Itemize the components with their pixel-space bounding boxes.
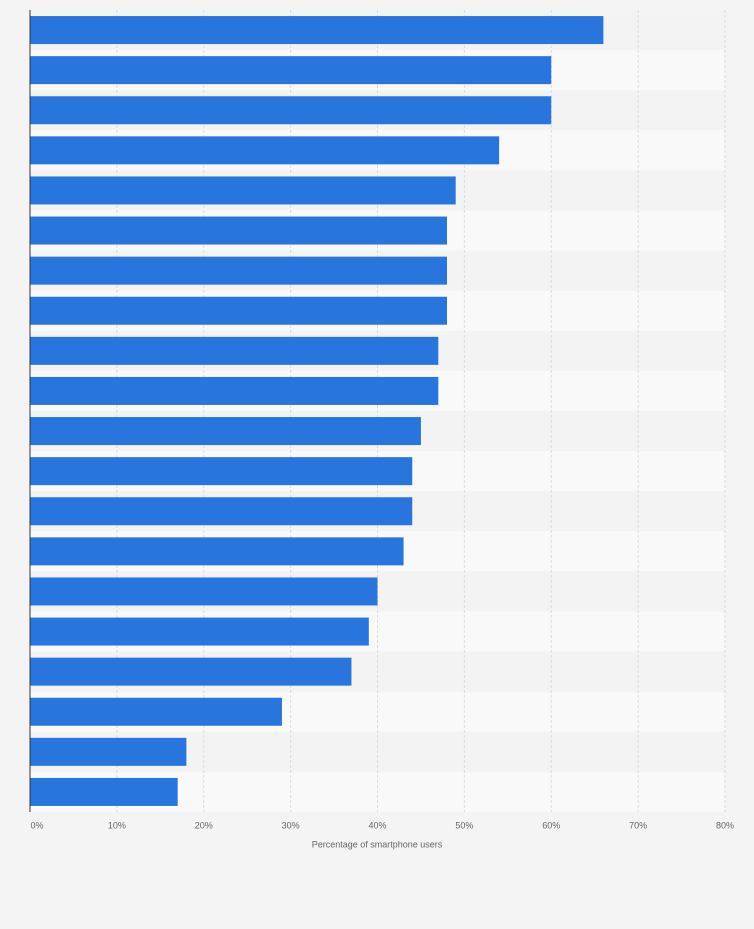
- bar: [30, 336, 439, 365]
- bar: [30, 657, 352, 686]
- bar: [30, 56, 552, 85]
- x-tick-label: 20%: [195, 820, 213, 830]
- x-tick-label: 80%: [716, 820, 734, 830]
- bar: [30, 16, 604, 45]
- x-tick-label: 60%: [542, 820, 560, 830]
- bar: [30, 96, 552, 125]
- bar: [30, 457, 413, 486]
- bar: [30, 497, 413, 526]
- bar: [30, 537, 404, 566]
- x-tick-label: 10%: [108, 820, 126, 830]
- bar: [30, 417, 421, 446]
- bar: [30, 136, 500, 165]
- bar: [30, 697, 282, 726]
- x-tick-label: 50%: [455, 820, 473, 830]
- bar: [30, 577, 378, 606]
- bar: [30, 216, 447, 245]
- bar: [30, 737, 187, 766]
- x-tick-label: 0%: [30, 820, 43, 830]
- x-axis-title: Percentage of smartphone users: [312, 839, 443, 849]
- bar: [30, 296, 447, 325]
- bar: [30, 376, 439, 405]
- bar: [30, 256, 447, 285]
- x-tick-label: 70%: [629, 820, 647, 830]
- bar: [30, 176, 456, 205]
- x-tick-label: 40%: [368, 820, 386, 830]
- bar: [30, 617, 369, 646]
- bar: [30, 777, 178, 806]
- x-tick-label: 30%: [282, 820, 300, 830]
